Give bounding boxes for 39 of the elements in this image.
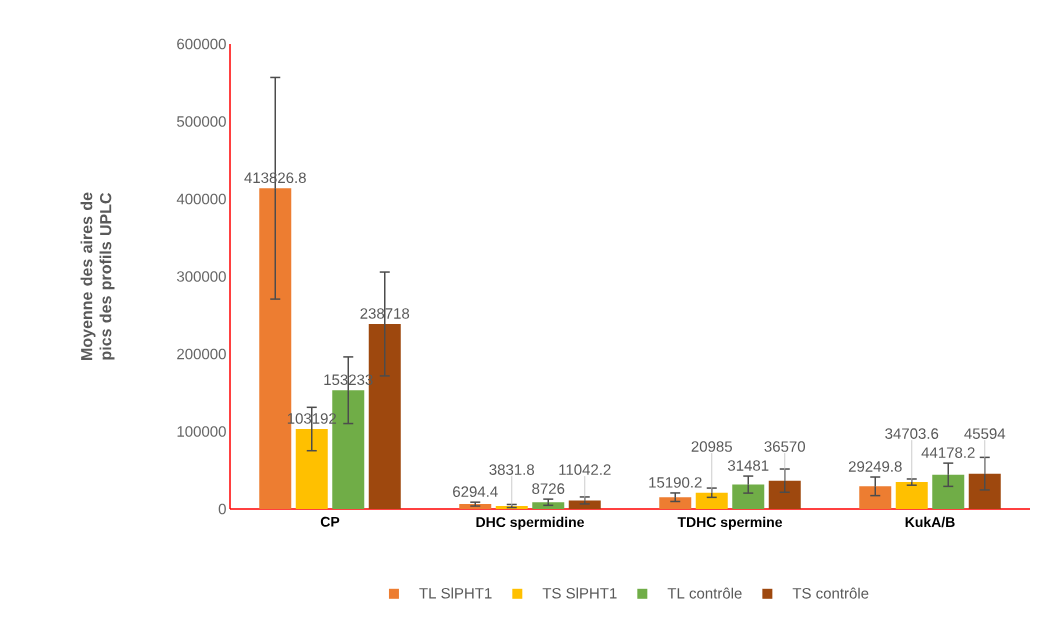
bar	[695, 492, 728, 509]
data-label: 31481	[727, 460, 769, 471]
data-label: 36570	[764, 441, 806, 452]
y-tick-label: 500000	[177, 116, 226, 127]
bar	[732, 484, 765, 509]
y-tick-label: 400000	[176, 193, 226, 205]
y-tick-label: 0	[218, 503, 226, 515]
bar	[659, 497, 692, 509]
data-label: 6294.4	[453, 486, 498, 497]
data-label: 44178.2	[921, 447, 975, 458]
y-tick-label: 100000	[177, 426, 226, 437]
y-tick-label: 300000	[176, 271, 226, 282]
legend-label: TS SlPHT1	[542, 587, 617, 599]
x-tick-label: CP	[320, 516, 340, 527]
data-label: 8726	[532, 483, 565, 494]
x-tick-label: TDHC spermine	[677, 516, 783, 530]
bar	[295, 429, 328, 509]
x-tick-label: KukA/B	[905, 516, 955, 528]
data-label: 3831.8	[489, 464, 535, 475]
bar	[768, 480, 801, 509]
bar	[895, 482, 928, 509]
bar	[532, 502, 565, 509]
y-tick-label: 200000	[177, 348, 226, 360]
legend-label: TS contrôle	[792, 587, 869, 599]
data-label: 15190.2	[649, 477, 702, 488]
y-tick-label: 600000	[177, 38, 226, 50]
bar	[968, 473, 1001, 509]
data-label: 45594	[964, 428, 1006, 439]
data-label: 34703.6	[885, 428, 939, 439]
data-label: 20985	[691, 441, 732, 452]
data-label: 29249.8	[848, 461, 902, 472]
legend-label: TL contrôle	[667, 587, 742, 599]
bar	[932, 474, 965, 509]
bar	[859, 486, 892, 509]
bar	[568, 500, 601, 509]
data-label: 11042.2	[559, 464, 611, 475]
y-axis-title: Moyenne des aires de pics des profils UPLC	[80, 192, 115, 360]
x-tick-label: DHC spermidine	[476, 516, 584, 530]
legend-label: TL SlPHT1	[419, 587, 492, 599]
